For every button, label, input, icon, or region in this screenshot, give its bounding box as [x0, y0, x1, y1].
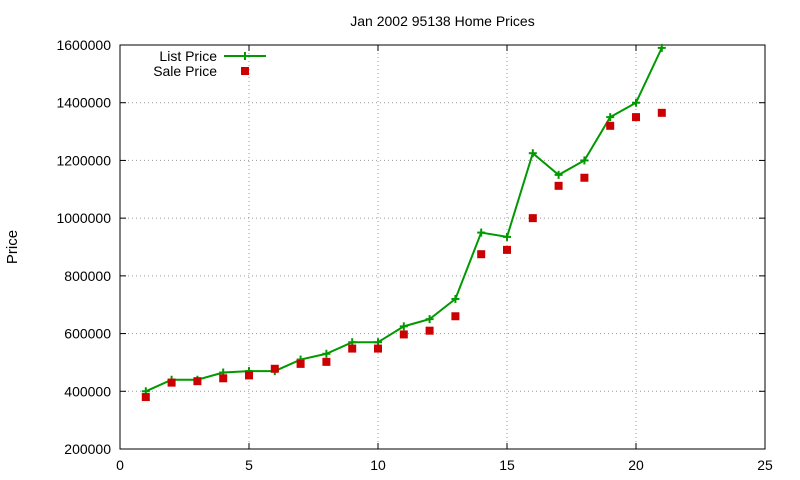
list-price-point [580, 156, 589, 165]
sale-price-point [528, 214, 537, 223]
sale-price-point [657, 108, 666, 117]
y-tick-label: 1400000 [56, 95, 111, 111]
sale-price-point [374, 344, 382, 353]
sale-price-point [348, 344, 357, 353]
x-tick-label: 10 [370, 457, 386, 473]
x-tick-label: 15 [499, 457, 515, 473]
list-price-line [145, 47, 663, 393]
sale-price-point [141, 393, 150, 402]
legend-label-list-price: List Price [159, 48, 217, 64]
sale-price-point [399, 330, 408, 339]
legend-label-sale-price: Sale Price [153, 63, 217, 79]
y-tick-label: 800000 [64, 268, 111, 284]
x-tick-label: 5 [245, 457, 253, 473]
y-tick-label: 600000 [64, 326, 111, 342]
sale-price-point [270, 364, 279, 373]
list-price-point [528, 149, 537, 158]
sale-price-point [606, 121, 615, 130]
sale-price-point [425, 326, 434, 335]
y-tick-label: 1200000 [56, 152, 111, 168]
plot-frame [119, 44, 766, 450]
y-tick-label: 1600000 [56, 37, 111, 53]
y-axis-label: Price [4, 230, 21, 264]
x-tick-label: 20 [628, 457, 644, 473]
sale-price-point [503, 245, 511, 254]
x-tick-label: 0 [116, 457, 124, 473]
sale-price-point [296, 359, 305, 368]
data-series [141, 43, 666, 402]
sale-price-point [167, 378, 176, 387]
y-tick-label: 400000 [64, 383, 111, 399]
sale-price-point [477, 250, 486, 259]
list-price-point [451, 294, 460, 303]
sale-price-point [245, 371, 253, 380]
list-price-point [606, 113, 615, 122]
list-price-point [425, 315, 434, 324]
list-price-point [477, 228, 486, 237]
sale-price-point [632, 113, 640, 122]
y-tick-label: 1000000 [56, 210, 111, 226]
sale-price-point [193, 377, 202, 386]
sale-price-point [451, 312, 460, 321]
legend: List Price Sale Price [153, 48, 266, 79]
x-tick-label: 25 [757, 457, 773, 473]
sale-price-point [219, 374, 228, 383]
list-price-point [322, 349, 331, 358]
list-price-point [632, 98, 640, 107]
chart-title: Jan 2002 95138 Home Prices [350, 13, 534, 29]
legend-marker-list-price [241, 52, 249, 60]
list-price-point [657, 43, 666, 52]
sale-price-point [554, 181, 563, 190]
sale-price-point [322, 357, 331, 366]
list-price-point [503, 232, 511, 241]
axis-ticks: 0 5 10 15 20 25 200000 400000 600000 800000 100000… [56, 37, 773, 473]
list-price-point [554, 170, 563, 179]
sale-price-point [580, 173, 589, 182]
y-tick-label: 200000 [64, 441, 111, 457]
legend-swatch-sale-price [241, 67, 249, 75]
list-price-point [399, 322, 408, 331]
grid-lines [120, 45, 765, 449]
